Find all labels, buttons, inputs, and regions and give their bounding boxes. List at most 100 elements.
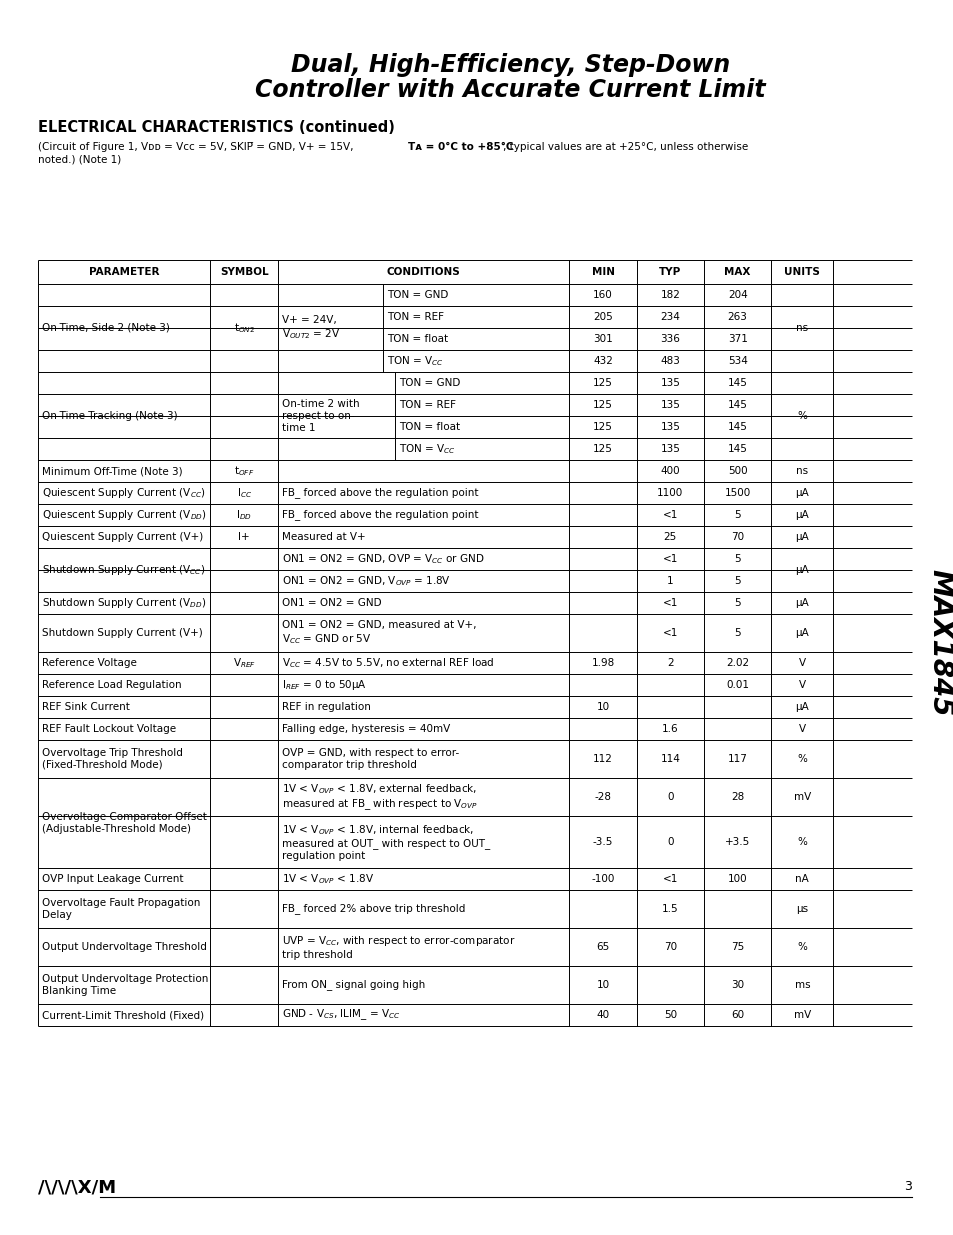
Text: ns: ns xyxy=(796,324,807,333)
Text: 0.01: 0.01 xyxy=(725,680,748,690)
Text: -3.5: -3.5 xyxy=(592,837,613,847)
Text: 0: 0 xyxy=(666,792,673,802)
Text: Shutdown Supply Current (V$_{CC}$): Shutdown Supply Current (V$_{CC}$) xyxy=(42,563,205,577)
Text: I$_{REF}$ = 0 to 50μA: I$_{REF}$ = 0 to 50μA xyxy=(282,678,367,692)
Text: 371: 371 xyxy=(727,333,747,345)
Text: 5: 5 xyxy=(734,598,740,608)
Text: 50: 50 xyxy=(663,1010,677,1020)
Text: ON1 = ON2 = GND: ON1 = ON2 = GND xyxy=(282,598,381,608)
Text: OVP Input Leakage Current: OVP Input Leakage Current xyxy=(42,874,183,884)
Text: OVP = GND, with respect to error-
comparator trip threshold: OVP = GND, with respect to error- compar… xyxy=(282,748,459,769)
Text: UVP = V$_{CC}$, with respect to error-comparator
trip threshold: UVP = V$_{CC}$, with respect to error-co… xyxy=(282,934,516,960)
Text: MIN: MIN xyxy=(591,267,614,277)
Text: 5: 5 xyxy=(734,555,740,564)
Text: 100: 100 xyxy=(727,874,746,884)
Text: 400: 400 xyxy=(659,466,679,475)
Text: Output Undervoltage Threshold: Output Undervoltage Threshold xyxy=(42,942,207,952)
Text: , typical values are at +25°C, unless otherwise: , typical values are at +25°C, unless ot… xyxy=(502,142,747,152)
Text: ns: ns xyxy=(796,466,807,475)
Text: mV: mV xyxy=(793,1010,810,1020)
Text: Dual, High-Efficiency, Step-Down: Dual, High-Efficiency, Step-Down xyxy=(291,53,729,77)
Text: 135: 135 xyxy=(659,378,679,388)
Text: 125: 125 xyxy=(593,378,613,388)
Text: 135: 135 xyxy=(659,400,679,410)
Text: t$_{OFF}$: t$_{OFF}$ xyxy=(233,464,254,478)
Text: noted.) (Note 1): noted.) (Note 1) xyxy=(38,154,121,164)
Text: 160: 160 xyxy=(593,290,612,300)
Text: 204: 204 xyxy=(727,290,747,300)
Text: 0: 0 xyxy=(666,837,673,847)
Text: 75: 75 xyxy=(730,942,743,952)
Text: 112: 112 xyxy=(593,755,613,764)
Text: MAX1845: MAX1845 xyxy=(925,569,953,716)
Text: 336: 336 xyxy=(659,333,679,345)
Text: 1.98: 1.98 xyxy=(591,658,614,668)
Text: ms: ms xyxy=(794,981,809,990)
Text: TON = float: TON = float xyxy=(398,422,459,432)
Text: 145: 145 xyxy=(727,400,747,410)
Text: REF Fault Lockout Voltage: REF Fault Lockout Voltage xyxy=(42,724,176,734)
Text: V+ = 24V,
V$_{OUT2}$ = 2V: V+ = 24V, V$_{OUT2}$ = 2V xyxy=(282,315,340,341)
Text: %: % xyxy=(797,411,806,421)
Text: 432: 432 xyxy=(593,356,613,366)
Text: Shutdown Supply Current (V+): Shutdown Supply Current (V+) xyxy=(42,629,203,638)
Text: %: % xyxy=(797,755,806,764)
Text: TON = GND: TON = GND xyxy=(387,290,448,300)
Text: Minimum Off-Time (Note 3): Minimum Off-Time (Note 3) xyxy=(42,466,182,475)
Text: 5: 5 xyxy=(734,576,740,585)
Text: Tᴀ = 0°C to +85°C: Tᴀ = 0°C to +85°C xyxy=(408,142,513,152)
Text: 10: 10 xyxy=(596,981,609,990)
Text: FB_ forced above the regulation point: FB_ forced above the regulation point xyxy=(282,488,478,499)
Text: V: V xyxy=(798,724,805,734)
Text: 1V < V$_{OVP}$ < 1.8V, external feedback,
measured at FB_ with respect to V$_{OV: 1V < V$_{OVP}$ < 1.8V, external feedback… xyxy=(282,782,477,813)
Text: 1.6: 1.6 xyxy=(661,724,678,734)
Text: %: % xyxy=(797,837,806,847)
Text: μA: μA xyxy=(795,532,808,542)
Text: 534: 534 xyxy=(727,356,747,366)
Text: /\/\/\X/M: /\/\/\X/M xyxy=(38,1178,116,1195)
Text: 234: 234 xyxy=(659,312,679,322)
Text: 70: 70 xyxy=(730,532,743,542)
Text: -100: -100 xyxy=(591,874,614,884)
Text: μA: μA xyxy=(795,564,808,576)
Text: I+: I+ xyxy=(238,532,250,542)
Text: V: V xyxy=(798,680,805,690)
Text: Shutdown Supply Current (V$_{DD}$): Shutdown Supply Current (V$_{DD}$) xyxy=(42,597,206,610)
Text: On-Time, Side 2 (Note 3): On-Time, Side 2 (Note 3) xyxy=(42,324,170,333)
Text: 2.02: 2.02 xyxy=(725,658,748,668)
Text: TON = V$_{CC}$: TON = V$_{CC}$ xyxy=(387,354,443,368)
Text: Reference Load Regulation: Reference Load Regulation xyxy=(42,680,181,690)
Text: TON = float: TON = float xyxy=(387,333,448,345)
Text: PARAMETER: PARAMETER xyxy=(89,267,159,277)
Text: Overvoltage Fault Propagation
Delay: Overvoltage Fault Propagation Delay xyxy=(42,898,200,920)
Text: TON = REF: TON = REF xyxy=(398,400,456,410)
Text: 1100: 1100 xyxy=(657,488,682,498)
Text: 1V < V$_{OVP}$ < 1.8V: 1V < V$_{OVP}$ < 1.8V xyxy=(282,872,375,885)
Text: Current-Limit Threshold (Fixed): Current-Limit Threshold (Fixed) xyxy=(42,1010,204,1020)
Text: CONDITIONS: CONDITIONS xyxy=(387,267,460,277)
Text: <1: <1 xyxy=(662,510,678,520)
Text: REF in regulation: REF in regulation xyxy=(282,701,371,713)
Text: V: V xyxy=(798,658,805,668)
Text: FB_ forced 2% above trip threshold: FB_ forced 2% above trip threshold xyxy=(282,904,465,914)
Text: 10: 10 xyxy=(596,701,609,713)
Text: 30: 30 xyxy=(730,981,743,990)
Text: 1V < V$_{OVP}$ < 1.8V, internal feedback,
measured at OUT_ with respect to OUT_
: 1V < V$_{OVP}$ < 1.8V, internal feedback… xyxy=(282,823,490,861)
Text: Quiescent Supply Current (V$_{CC}$): Quiescent Supply Current (V$_{CC}$) xyxy=(42,487,205,500)
Text: 145: 145 xyxy=(727,445,747,454)
Text: Overvoltage Comparator Offset
(Adjustable-Threshold Mode): Overvoltage Comparator Offset (Adjustabl… xyxy=(42,813,207,834)
Text: 60: 60 xyxy=(730,1010,743,1020)
Text: 2: 2 xyxy=(666,658,673,668)
Text: -28: -28 xyxy=(594,792,611,802)
Text: TON = V$_{CC}$: TON = V$_{CC}$ xyxy=(398,442,456,456)
Text: Falling edge, hysteresis = 40mV: Falling edge, hysteresis = 40mV xyxy=(282,724,450,734)
Text: TON = GND: TON = GND xyxy=(398,378,459,388)
Text: 125: 125 xyxy=(593,400,613,410)
Text: Measured at V+: Measured at V+ xyxy=(282,532,366,542)
Text: 205: 205 xyxy=(593,312,612,322)
Text: TYP: TYP xyxy=(659,267,680,277)
Text: 125: 125 xyxy=(593,422,613,432)
Text: ON1 = ON2 = GND, V$_{OVP}$ = 1.8V: ON1 = ON2 = GND, V$_{OVP}$ = 1.8V xyxy=(282,574,451,588)
Text: REF Sink Current: REF Sink Current xyxy=(42,701,130,713)
Text: ELECTRICAL CHARACTERISTICS (continued): ELECTRICAL CHARACTERISTICS (continued) xyxy=(38,120,395,135)
